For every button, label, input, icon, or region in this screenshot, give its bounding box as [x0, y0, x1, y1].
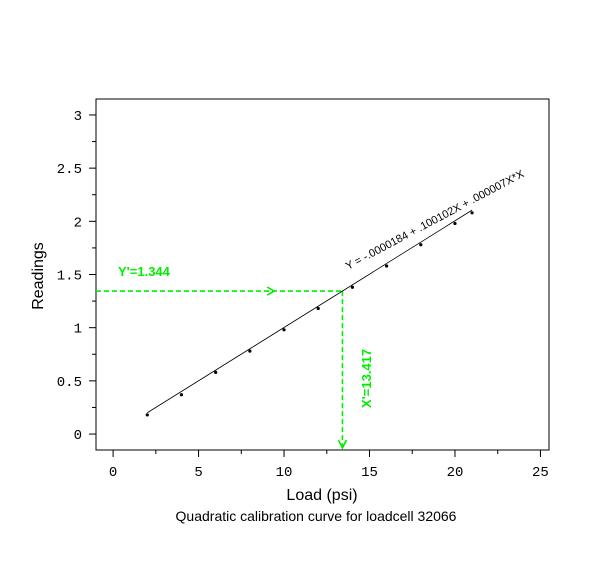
annotation-guides: [96, 286, 348, 450]
y-annotation-label: Y'=1.344: [118, 264, 171, 279]
y-tick-label: 2: [74, 215, 82, 231]
x-tick-label: 15: [361, 465, 378, 481]
x-tick-label: 20: [447, 465, 464, 481]
y-tick-label: 1: [74, 322, 82, 338]
chart-caption: Quadratic calibration curve for loadcell…: [176, 508, 457, 524]
y-axis-title: Readings: [30, 242, 47, 310]
fit-curve-group: [147, 209, 473, 414]
data-point: [316, 306, 320, 311]
x-tick-label: 0: [109, 465, 117, 481]
y-axis-ticks: 0 0.5 1 1.5 2 2.5 3: [57, 109, 96, 444]
y-tick-label: 2.5: [57, 162, 82, 178]
fit-equation: Y = -.0000184 + .100102X + .000007X*X: [344, 168, 527, 273]
data-point: [470, 211, 474, 215]
data-point: [385, 264, 389, 268]
y-tick-label: 0.5: [57, 375, 82, 391]
data-point: [214, 370, 218, 374]
y-tick-label: 1.5: [57, 269, 82, 285]
y-tick-label: 0: [74, 428, 82, 444]
data-points: [145, 211, 474, 417]
data-point: [282, 328, 286, 332]
data-point: [145, 413, 149, 417]
x-annotation-label: X'=13.417: [359, 349, 374, 408]
data-point: [350, 285, 355, 289]
data-point: [248, 349, 252, 353]
x-tick-label: 5: [194, 465, 202, 481]
x-guide-arrowhead: [337, 439, 348, 450]
data-point: [419, 243, 423, 247]
data-point: [453, 221, 457, 226]
y-tick-label: 3: [74, 109, 82, 125]
data-point: [179, 393, 184, 397]
y-guide-arrowhead: [266, 286, 276, 296]
x-tick-label: 25: [532, 465, 549, 481]
fit-curve: [147, 209, 473, 414]
x-axis-ticks: 0 5 10 15 20 25: [109, 450, 549, 481]
x-tick-label: 10: [276, 465, 293, 481]
x-axis-title: Load (psi): [286, 487, 357, 504]
